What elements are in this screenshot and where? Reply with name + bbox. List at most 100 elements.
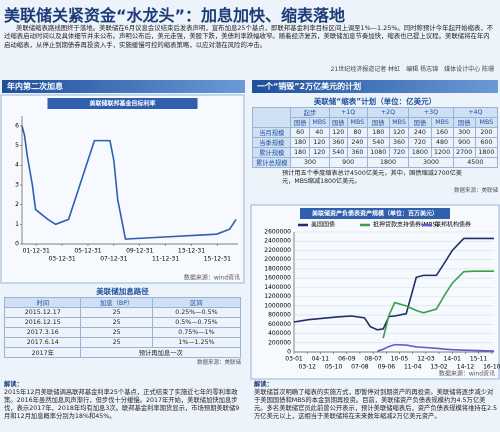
y-tick-label: 2600000 [264,229,291,236]
chart-bg [0,94,245,284]
table-cell: 25 [80,337,153,348]
header-row: 时间 加息（BP） 区间 [3,297,242,308]
group-header: 起步 [290,107,330,118]
column-header: 区间 [151,297,242,308]
sub-header: 国债 [366,117,390,128]
x-tick-label: 13-02 [430,364,448,371]
table-cell: 2017.6.14 [3,337,82,348]
table-cell: 1800 [408,147,432,158]
table-cell: 2017.3.16 [3,327,82,338]
table-row: 2017年 预计再加息一次 [3,347,241,358]
table-cell: 240 [408,127,432,138]
table-title: 美联储“缩表”计划（单位：亿美元） [313,97,437,106]
table-cell: 360 [328,137,349,148]
page-title: 美联储关紧资金“水龙头”：加息加快、缩表落地 [4,6,346,25]
table-cell: 0.25%—0.5% [151,307,242,318]
x-tick-label: 13-12-31 [178,248,205,255]
sub-header: MBS [347,117,368,128]
header-row: 起步 +1Q +2Q +3Q +4Q [251,107,499,128]
table-cell: 240 [347,137,368,148]
note-label: 解读： [4,381,23,388]
row-header: 累计总规模 [251,157,292,168]
table-cell: 360 [347,147,368,158]
rate-chart: 美联储联邦基金目标利率 0 1 2 3 4 5 6 01-12-3103-12-3105-12-… [0,94,245,284]
table-cell: 25 [80,327,153,338]
x-tick-label: 03-12 [299,364,317,371]
balance-chart: 美联储资产负债表资产规模（单位：百万美元） 0 200000 400000 600000… [250,204,500,380]
corner-cell [251,107,292,128]
sub-header: MBS [388,117,410,128]
rate-table-block: 美联储加息路径 时间 加息（BP） 区间 2015.12.17 25 0.25%—0.5%… [3,286,242,366]
x-tick-label: 15-11 [470,356,488,363]
table-row: 当月规模 60 40 120 80 180 120 240 160 300 200 [251,127,499,138]
table-cell: 180 [290,137,310,148]
y-tick-label: 2400000 [264,238,291,245]
right-note: 解读： 美联储首次明确了缩表的实施方式，即暂停对到期资产的再投资。美联储将逐步减少… [254,381,498,421]
data-line [382,270,494,339]
y-tick-label: 2 [15,201,19,208]
data-line [293,237,494,331]
y-tick-label: 6 [15,122,19,129]
y-tick-label: 1200000 [264,293,291,300]
x-tick-label: 11-12-31 [152,256,179,263]
x-tick-label: 05-12-31 [74,248,101,255]
table-cell: 2017年 [3,347,82,358]
column-header: 加息（BP） [80,297,153,308]
table-cell: 480 [430,137,454,148]
section-header: 一个“销毁”2万亿美元的计划 [252,80,498,93]
table-cell: 2016.12.15 [3,317,82,328]
source: 数据来源：美联储 [453,188,498,194]
taper-table: 起步 +1Q +2Q +3Q +4Q 国债 MBS 国债 MBS 国债 MBS 国债 MBS 国债 MBS 当… [251,107,499,168]
table-cell: 900 [452,137,476,148]
table-title: 美联储加息路径 [96,287,149,296]
table-cell: 1080 [366,147,390,158]
table-cell: 180 [290,147,310,158]
legend-label: 抵押贷款支持债券(MBS) [373,221,439,229]
table-cell: 540 [328,147,349,158]
note-text: 2015年12月美联储调高联邦基金利率25个基点，正式结束了实施近七年的零利率政… [4,389,240,420]
table-cell: 120 [388,127,410,138]
table-cell: 300 [290,157,330,168]
x-tick-label: 09-06 [378,364,396,371]
table-cell: 180 [366,127,390,138]
row-header: 当月规模 [251,127,292,138]
y-tick-label: 0 [15,241,19,248]
x-tick-label: 11-04 [404,364,422,371]
sub-header: 国债 [290,117,310,128]
x-tick-label: 05-10 [325,364,343,371]
source: 数据来源：wind资讯 [439,370,495,378]
table-cell: 80 [347,127,368,138]
y-tick-label: 800000 [268,312,291,319]
table-cell: 0.5%—0.75% [151,317,242,328]
y-tick-label: 400000 [268,330,291,337]
group-header: +4Q [452,107,499,118]
group-header: +1Q [328,107,368,118]
y-tick-label: 2200000 [264,247,291,254]
x-tick-label: 14-12 [457,364,475,371]
x-tick-label: 10-05 [391,356,409,363]
source: 数据来源：wind资讯 [184,274,240,282]
table-row: 2017.6.14 25 1%—1.25% [3,337,242,348]
x-tick-label: 04-11 [312,356,330,363]
table-row: 当季规模 180 120 360 240 540 360 720 480 900 600 [251,137,499,148]
column-header: 时间 [3,297,82,308]
title-bar [300,208,450,219]
row-header: 当季规模 [251,137,292,148]
x-tick-label: 09-12-31 [126,248,153,255]
sub-header: 国债 [328,117,349,128]
rate-table: 时间 加息（BP） 区间 2015.12.17 25 0.25%—0.5% 2016.12.… [3,297,242,358]
chart-title: 美联储资产负债表资产规模（单位：百万美元） [311,210,438,218]
table-cell: 2700 [452,147,476,158]
table-cell: 预计再加息一次 [80,347,241,358]
table-cell: 160 [430,127,454,138]
table-row: 2016.12.15 25 0.5%—0.75% [3,317,242,328]
row-header: 累计规模 [251,147,292,158]
table-cell: 1800 [474,147,499,158]
table-cell: 540 [366,137,390,148]
y-tick-label: 3 [15,181,19,188]
x-tick-label: 08-07 [364,356,382,363]
sub-header: 国债 [408,117,432,128]
table-row: 累计规模 180 120 540 360 1080 720 1800 1200 2700 1800 [251,147,499,158]
y-tick-label: 1400000 [264,284,291,291]
x-tick-label: 06-09 [338,356,356,363]
